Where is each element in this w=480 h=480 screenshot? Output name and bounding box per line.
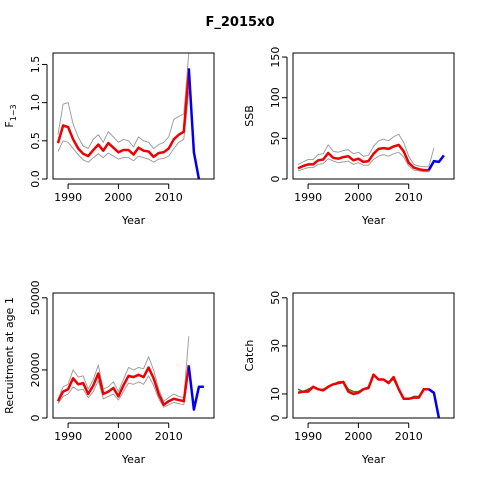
series-projection-line <box>427 154 445 171</box>
x-tick-label: 2000 <box>344 191 372 204</box>
y-tick-label: 50 <box>269 291 282 305</box>
x-tick-label: 1990 <box>294 430 322 443</box>
plot-frame <box>52 292 215 419</box>
series-lower-line <box>57 91 190 163</box>
panel-2: 1990 2000 2010 0 50 100 150 Year SSB <box>243 47 455 227</box>
y-tick-label: 20000 <box>29 352 42 387</box>
series-upper-line <box>297 133 435 168</box>
series-lower-line <box>297 151 435 173</box>
panel-1: 1990 2000 2010 0.0 0.5 1.0 1.5 Year F1−3 <box>3 52 215 227</box>
x-axis-label: Year <box>361 453 386 466</box>
y-axis-label: SSB <box>243 105 256 127</box>
plot-frame <box>52 52 215 180</box>
y-tick-label: 50 <box>269 131 282 145</box>
y-axis-label-subscript: 1−3 <box>9 104 18 121</box>
plot-frame <box>292 292 455 419</box>
y-tick-label: 30 <box>269 339 282 353</box>
x-tick-label: 2000 <box>344 430 372 443</box>
y-tick-label: 1.0 <box>29 94 42 112</box>
series-upper-line <box>57 336 190 402</box>
series-projection-line <box>187 366 204 411</box>
y-tick-label: 0 <box>269 415 282 422</box>
x-axis-label: Year <box>121 453 146 466</box>
y-axis-label: Catch <box>243 340 256 372</box>
x-tick-label: 1990 <box>54 191 82 204</box>
panel-4: 1990 2000 2010 0 10 30 50 Year Catch <box>243 291 455 466</box>
series-historic-line <box>56 364 191 407</box>
page-title: F_2015x0 <box>206 15 275 30</box>
x-tick-label: 2010 <box>395 430 423 443</box>
x-tick-label: 2000 <box>104 430 132 443</box>
series-historic-line <box>56 71 191 159</box>
y-tick-label: 0 <box>29 415 42 422</box>
y-tick-label: 150 <box>269 47 282 68</box>
x-tick-label: 1990 <box>54 430 82 443</box>
x-tick-label: 1990 <box>294 191 322 204</box>
x-axis-label: Year <box>361 214 386 227</box>
y-axis-label: F1−3 <box>3 104 18 127</box>
x-tick-label: 2010 <box>155 430 183 443</box>
y-tick-label: 50000 <box>29 280 42 315</box>
x-tick-label: 2010 <box>155 191 183 204</box>
y-tick-label: 0.5 <box>29 132 42 150</box>
series-lower-line <box>57 369 190 408</box>
y-tick-label: 0.0 <box>29 170 42 188</box>
series-historic-line <box>297 373 429 401</box>
x-axis-label: Year <box>121 214 146 227</box>
y-tick-label: 0 <box>269 176 282 183</box>
plot-frame <box>292 52 455 180</box>
series-projection-line <box>428 388 441 419</box>
x-tick-label: 2010 <box>395 191 423 204</box>
series-upper-line <box>57 52 190 149</box>
x-tick-label: 2000 <box>104 191 132 204</box>
series-observed-line <box>297 373 429 400</box>
y-tick-label: 100 <box>269 87 282 108</box>
y-axis-label: Recruitment at age 1 <box>3 297 16 414</box>
series-projection-line <box>187 68 201 180</box>
series-historic-line <box>297 143 429 172</box>
y-tick-label: 1.5 <box>29 56 42 74</box>
y-tick-label: 10 <box>269 387 282 401</box>
panel-3: 1990 2000 2010 0 20000 50000 Year Recruitment a… <box>3 280 215 466</box>
